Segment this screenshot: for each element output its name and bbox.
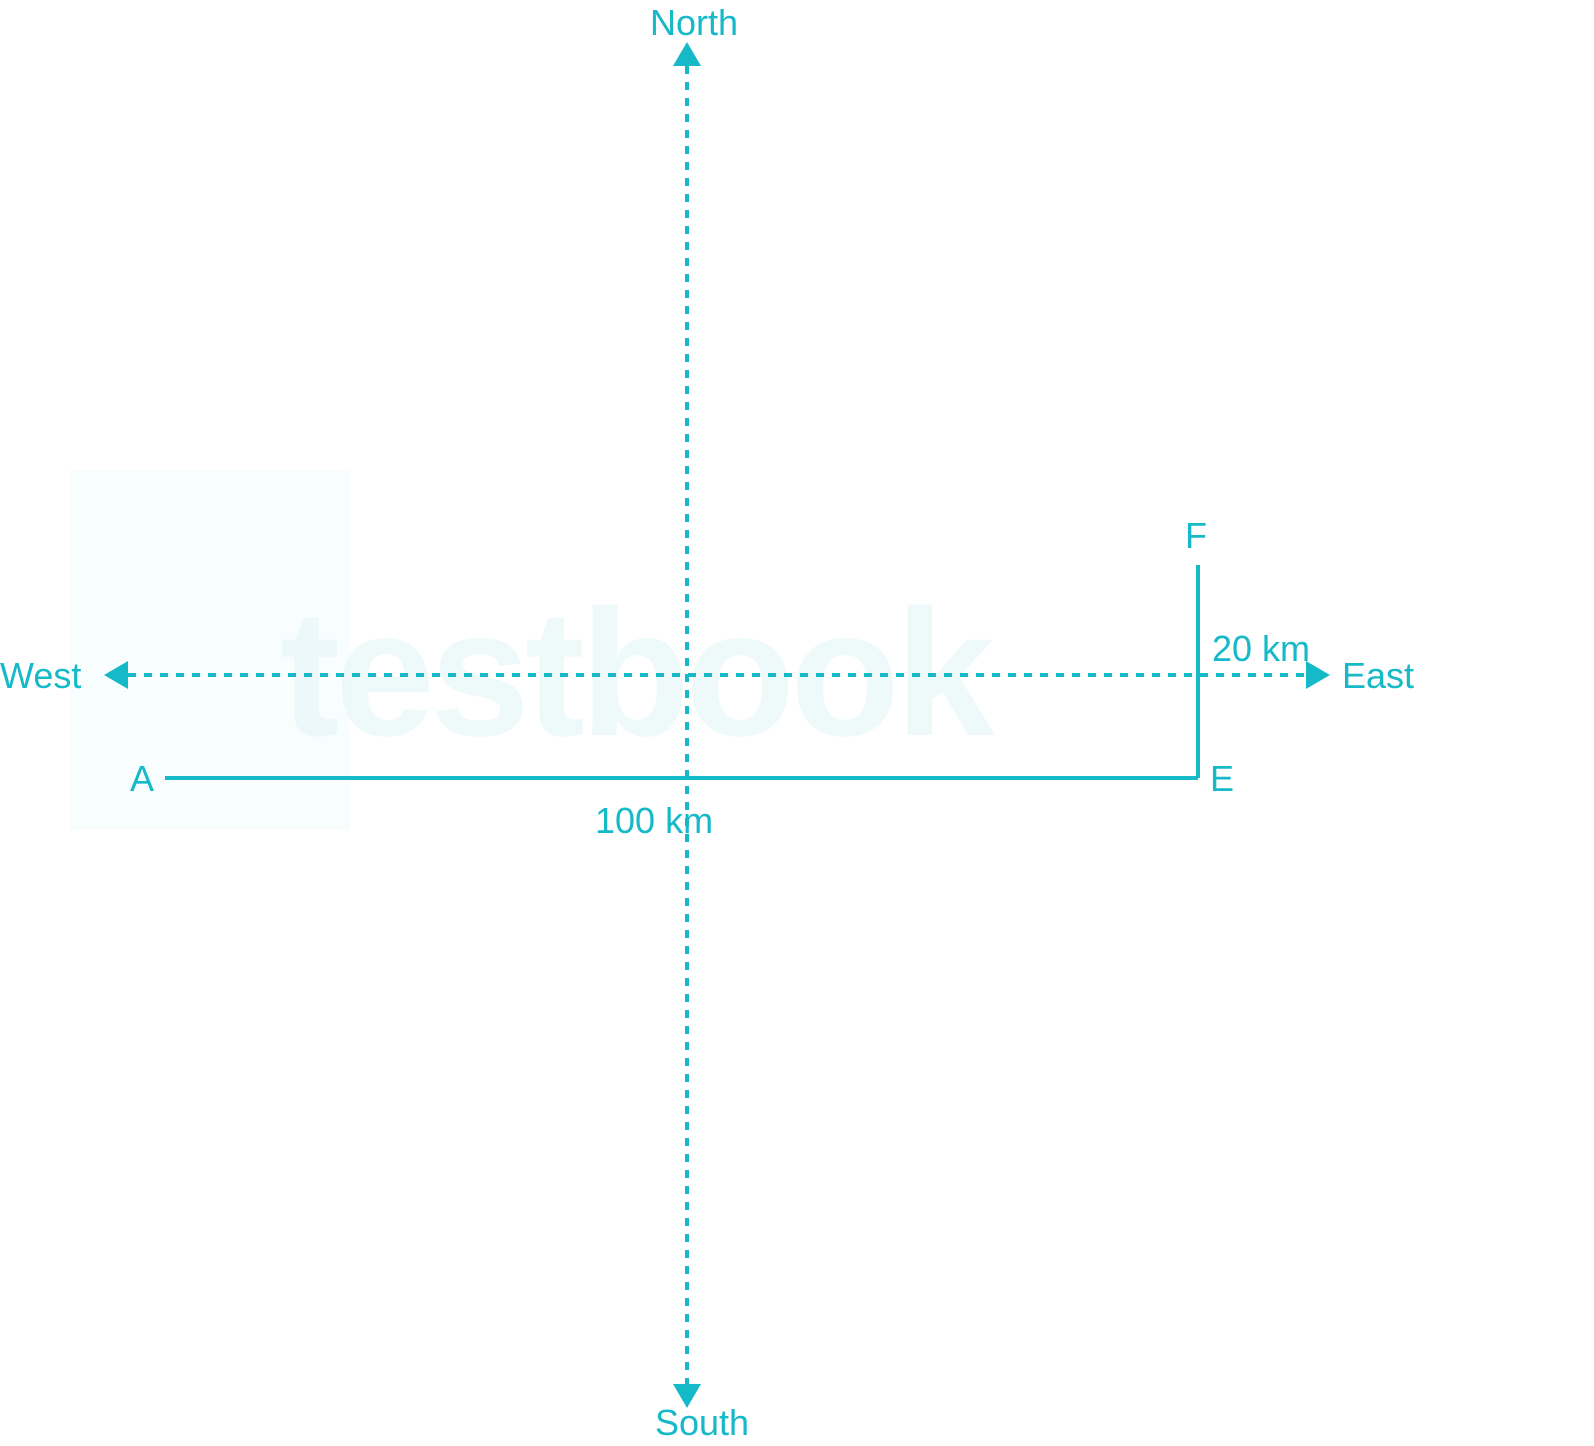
direction-diagram: testbook North South West East A E F 100… — [0, 0, 1594, 1446]
diagram-svg — [0, 0, 1594, 1446]
east-arrowhead — [1306, 661, 1330, 689]
south-arrowhead — [673, 1384, 701, 1408]
west-arrowhead — [104, 661, 128, 689]
north-arrowhead — [673, 42, 701, 66]
